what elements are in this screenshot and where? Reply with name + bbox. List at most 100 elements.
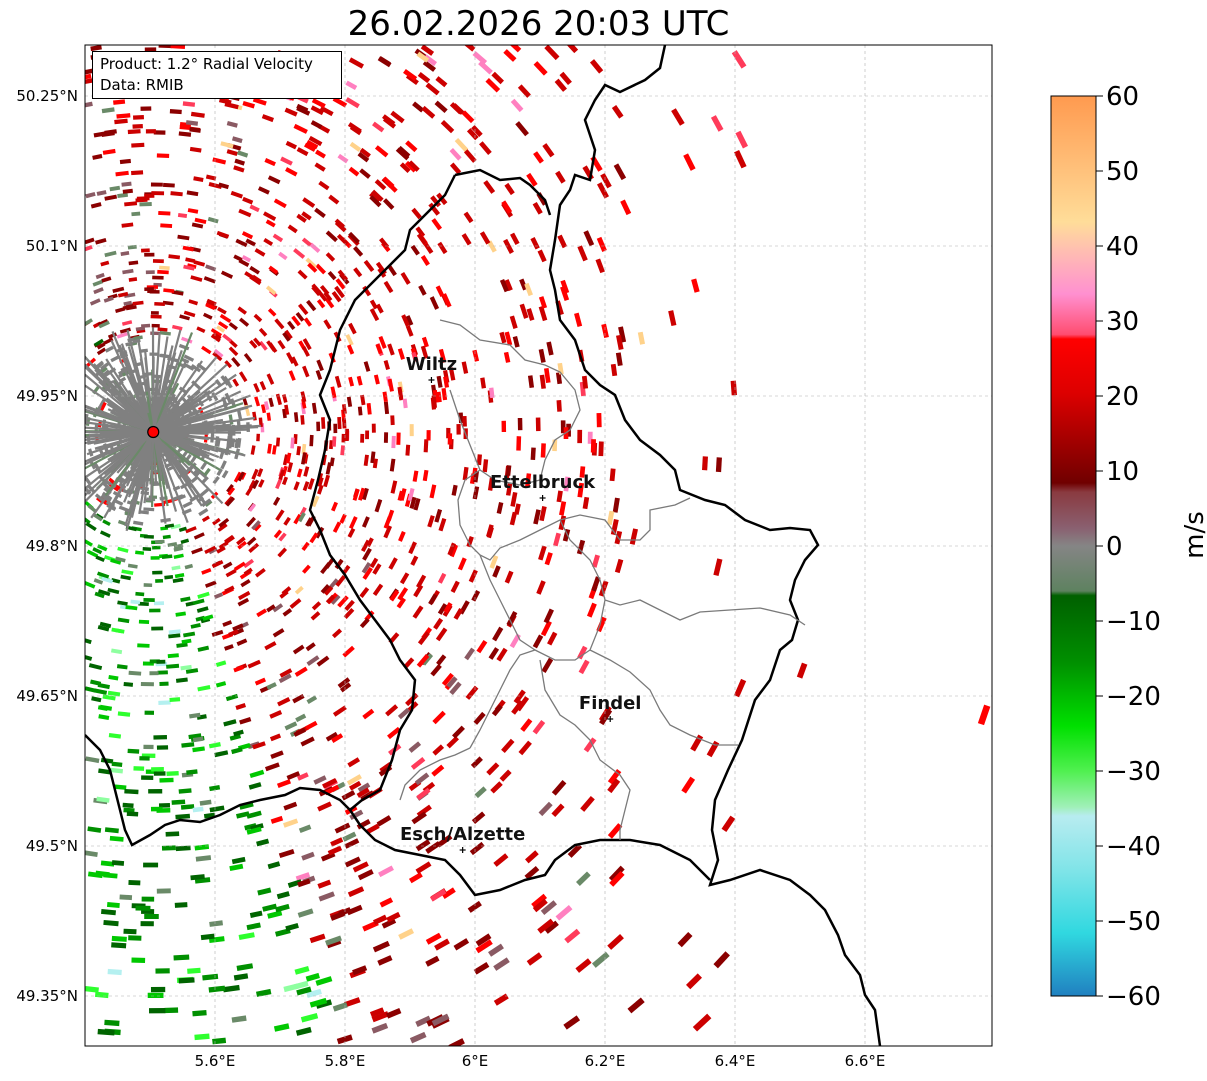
velocity-echo-cell <box>731 50 747 69</box>
velocity-echo-cell <box>315 999 333 1009</box>
velocity-echo-cell <box>369 1007 385 1018</box>
velocity-echo-cell <box>117 546 129 553</box>
velocity-echo-cell <box>183 310 196 318</box>
velocity-echo-cell <box>359 586 370 599</box>
velocity-echo-cell <box>232 623 244 632</box>
velocity-echo-cell <box>397 348 405 360</box>
velocity-echo-cell <box>143 534 154 539</box>
velocity-echo-cell <box>122 188 133 194</box>
velocity-echo-cell <box>108 674 119 681</box>
velocity-echo-cell <box>251 468 259 480</box>
velocity-echo-cell <box>478 60 493 75</box>
velocity-echo-cell <box>591 576 601 592</box>
velocity-echo-cell <box>314 207 326 219</box>
velocity-echo-cell <box>254 248 266 257</box>
velocity-echo-cell <box>249 769 265 779</box>
velocity-echo-cell <box>217 321 229 330</box>
velocity-echo-cell <box>527 375 535 388</box>
velocity-echo-cell <box>510 98 524 113</box>
velocity-echo-cell <box>311 402 318 414</box>
velocity-echo-cell <box>325 230 338 243</box>
velocity-echo-cell <box>417 72 431 84</box>
velocity-echo-cell <box>471 811 486 824</box>
clutter-spoke <box>85 355 155 433</box>
velocity-echo-cell <box>287 224 298 234</box>
velocity-echo-cell <box>293 123 308 134</box>
velocity-echo-cell <box>138 619 150 625</box>
velocity-echo-cell <box>309 434 314 447</box>
velocity-echo-cell <box>734 678 747 698</box>
velocity-echo-cell <box>128 670 142 676</box>
velocity-echo-cell <box>307 262 318 273</box>
velocity-echo-cell <box>503 49 517 62</box>
velocity-echo-cell <box>183 354 195 362</box>
velocity-echo-cell <box>317 477 324 488</box>
clutter-spoke <box>153 418 224 434</box>
velocity-echo-cell <box>99 530 111 538</box>
velocity-echo-cell <box>431 764 445 777</box>
velocity-echo-cell <box>220 270 234 279</box>
velocity-echo-cell <box>156 807 171 813</box>
velocity-echo-cell <box>266 412 272 421</box>
colorbar-tick-label: −40 <box>1106 832 1161 862</box>
velocity-echo-cell <box>461 233 472 246</box>
velocity-echo-cell <box>462 415 467 427</box>
velocity-echo-cell <box>487 240 497 253</box>
velocity-echo-cell <box>233 561 246 572</box>
velocity-echo-cell <box>420 345 429 359</box>
velocity-echo-cell <box>216 438 221 447</box>
velocity-echo-cell <box>233 471 242 483</box>
clutter-spoke <box>125 431 155 487</box>
velocity-echo-cell <box>117 192 129 199</box>
velocity-echo-cell <box>85 318 94 327</box>
velocity-echo-cell <box>201 475 209 484</box>
velocity-echo-cell <box>383 360 390 370</box>
velocity-echo-cell <box>555 170 566 184</box>
velocity-echo-cell <box>517 417 523 431</box>
velocity-echo-cell <box>325 731 339 742</box>
velocity-echo-cell <box>436 654 447 666</box>
velocity-echo-cell <box>112 286 125 294</box>
velocity-echo-cell <box>284 404 290 415</box>
velocity-echo-cell <box>305 642 316 652</box>
velocity-echo-cell <box>410 756 426 770</box>
velocity-echo-cell <box>172 577 184 583</box>
velocity-echo-cell <box>99 704 113 711</box>
velocity-echo-cell <box>713 951 730 969</box>
velocity-echo-cell <box>222 561 233 570</box>
velocity-echo-cell <box>153 601 165 606</box>
velocity-echo-cell <box>317 484 324 495</box>
velocity-echo-cell <box>229 863 244 871</box>
velocity-echo-cell <box>188 299 199 306</box>
velocity-echo-cell <box>371 1011 390 1023</box>
velocity-echo-cell <box>501 200 513 214</box>
velocity-echo-cell <box>405 140 418 153</box>
velocity-echo-cell <box>97 682 110 690</box>
velocity-echo-cell <box>246 810 262 819</box>
velocity-echo-cell <box>181 336 193 344</box>
velocity-echo-cell <box>408 872 423 884</box>
velocity-echo-cell <box>318 180 330 191</box>
velocity-echo-cell <box>464 647 475 661</box>
velocity-echo-cell <box>426 430 431 441</box>
velocity-echo-cell <box>158 211 171 216</box>
clutter-spoke <box>152 408 223 434</box>
velocity-echo-cell <box>544 45 560 61</box>
velocity-echo-cell <box>501 738 515 754</box>
velocity-echo-cell <box>211 392 219 402</box>
velocity-echo-cell <box>192 736 204 743</box>
velocity-echo-cell <box>334 822 351 834</box>
velocity-echo-cell <box>601 323 609 339</box>
velocity-echo-cell <box>606 510 615 526</box>
velocity-echo-cell <box>503 351 511 363</box>
velocity-echo-cell <box>347 527 356 538</box>
velocity-echo-cell <box>387 726 401 740</box>
velocity-echo-cell <box>539 506 547 522</box>
velocity-echo-cell <box>390 110 405 124</box>
velocity-echo-cell <box>264 641 277 651</box>
velocity-echo-cell <box>434 508 443 523</box>
velocity-echo-cell <box>583 230 595 247</box>
velocity-echo-cell <box>153 130 166 135</box>
velocity-echo-cell <box>486 762 500 776</box>
velocity-echo-cell <box>267 308 277 317</box>
